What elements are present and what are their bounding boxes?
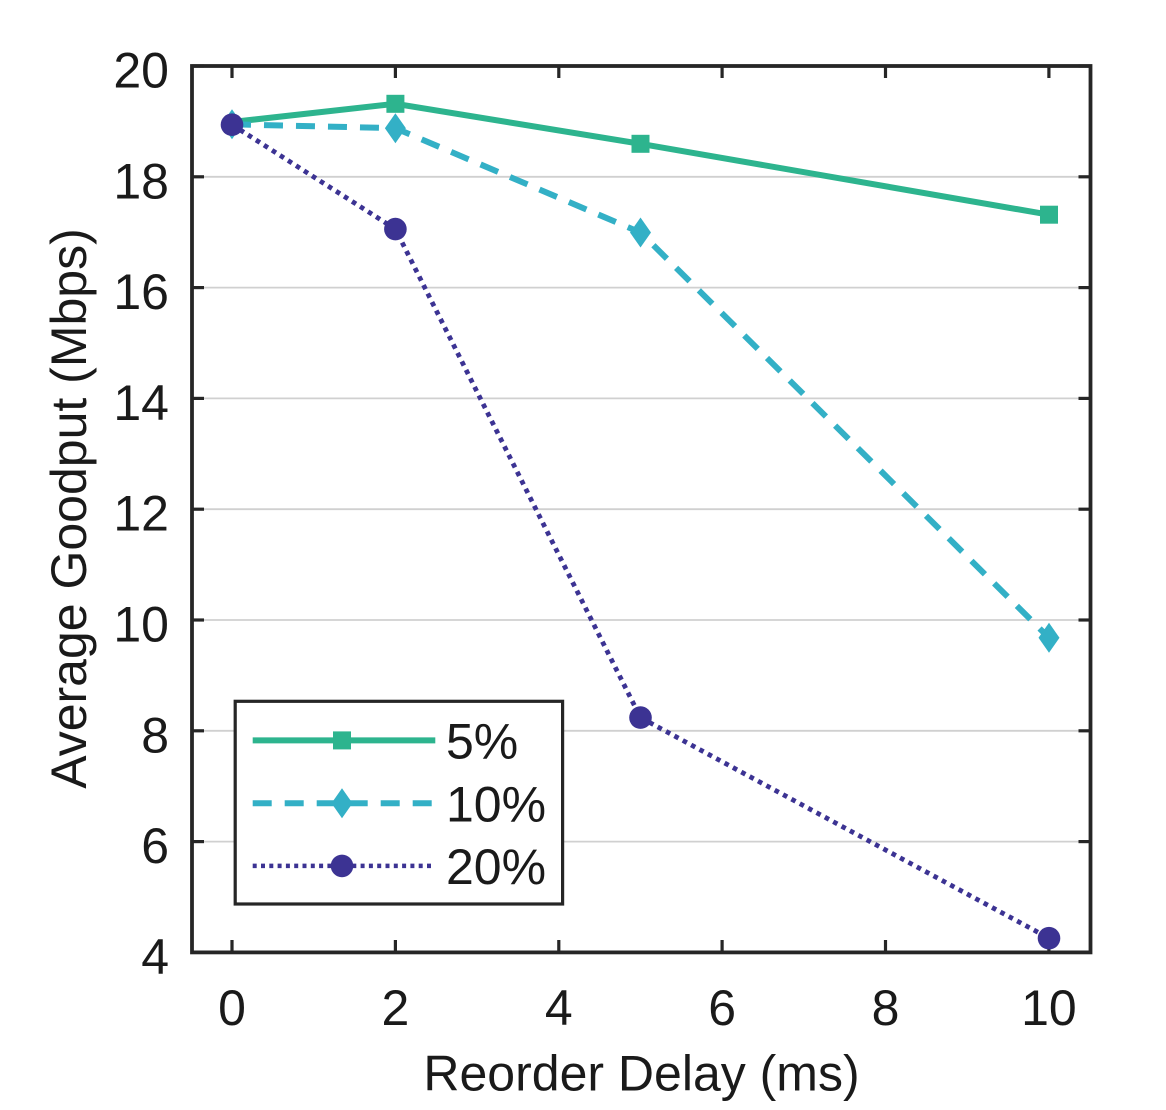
svg-text:8: 8	[141, 707, 169, 763]
svg-text:20: 20	[113, 43, 169, 99]
svg-text:Reorder Delay (ms): Reorder Delay (ms)	[423, 1046, 859, 1102]
svg-text:10: 10	[1021, 980, 1077, 1036]
svg-text:10: 10	[113, 597, 169, 653]
svg-text:14: 14	[113, 375, 169, 431]
svg-text:4: 4	[141, 929, 169, 985]
svg-text:12: 12	[113, 486, 169, 542]
svg-text:6: 6	[708, 980, 736, 1036]
svg-text:20%: 20%	[446, 839, 546, 895]
svg-text:10%: 10%	[446, 776, 546, 832]
svg-text:16: 16	[113, 264, 169, 320]
svg-text:18: 18	[113, 153, 169, 209]
svg-text:6: 6	[141, 818, 169, 874]
svg-text:4: 4	[545, 980, 573, 1036]
svg-text:5%: 5%	[446, 714, 518, 770]
svg-text:Average Goodput (Mbps): Average Goodput (Mbps)	[41, 228, 97, 789]
svg-text:0: 0	[218, 980, 246, 1036]
svg-text:2: 2	[381, 980, 409, 1036]
svg-text:8: 8	[872, 980, 900, 1036]
